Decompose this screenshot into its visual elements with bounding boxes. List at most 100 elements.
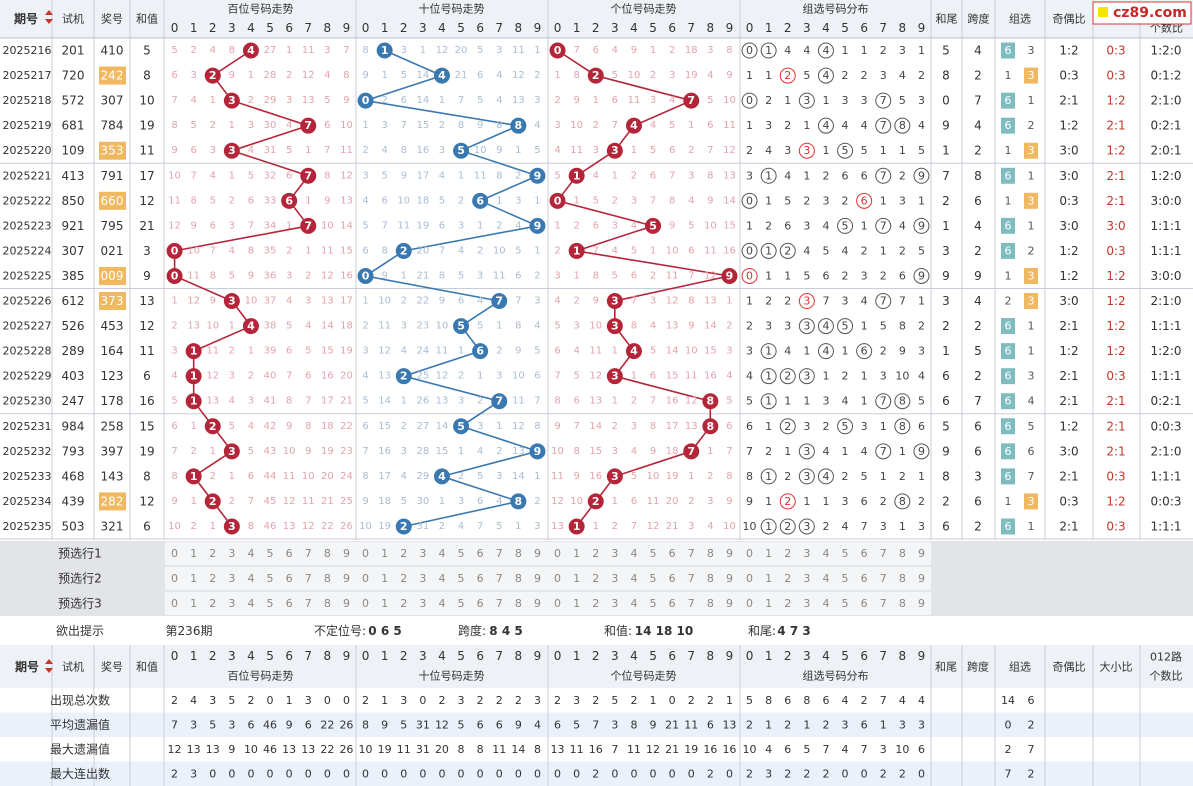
preselect-digit[interactable]: 5	[267, 547, 274, 560]
preselect-digit[interactable]: 7	[305, 547, 312, 560]
preselect-digit[interactable]: 7	[880, 597, 887, 610]
preselect-digit[interactable]: 8	[324, 597, 331, 610]
preselect-digit[interactable]: 6	[477, 547, 484, 560]
preselect-digit[interactable]: 3	[803, 572, 810, 585]
preselect-digit[interactable]: 8	[707, 597, 714, 610]
preselect-digit[interactable]: 8	[707, 572, 714, 585]
preselect-digit[interactable]: 9	[343, 572, 350, 585]
preselect-digit[interactable]: 1	[573, 597, 580, 610]
preselect-digit[interactable]: 0	[554, 597, 561, 610]
preselect-digit[interactable]: 2	[784, 572, 791, 585]
preselect-digit[interactable]: 1	[573, 547, 580, 560]
preselect-digit[interactable]: 6	[286, 572, 293, 585]
preselect-digit[interactable]: 6	[861, 597, 868, 610]
preselect-digit[interactable]: 5	[267, 572, 274, 585]
preselect-digit[interactable]: 3	[228, 597, 235, 610]
preselect-digit[interactable]: 6	[861, 572, 868, 585]
preselect-digit[interactable]: 7	[305, 572, 312, 585]
preselect-digit[interactable]: 6	[286, 547, 293, 560]
preselect-digit[interactable]: 5	[267, 597, 274, 610]
preselect-digit[interactable]: 5	[650, 597, 657, 610]
preselect-digit[interactable]: 5	[842, 597, 849, 610]
sort-down-icon[interactable]	[45, 19, 53, 24]
preselect-digit[interactable]: 7	[880, 572, 887, 585]
preselect-digit[interactable]: 8	[324, 572, 331, 585]
preselect-digit[interactable]: 8	[899, 547, 906, 560]
preselect-digit[interactable]: 1	[381, 572, 388, 585]
preselect-digit[interactable]: 5	[458, 572, 465, 585]
preselect-digit[interactable]: 7	[880, 547, 887, 560]
preselect-digit[interactable]: 8	[515, 547, 522, 560]
preselect-digit[interactable]: 4	[822, 547, 829, 560]
preselect-digit[interactable]: 5	[458, 547, 465, 560]
preselect-digit[interactable]: 0	[362, 597, 369, 610]
preselect-digit[interactable]: 3	[228, 572, 235, 585]
preselect-digit[interactable]: 6	[669, 597, 676, 610]
preselect-digit[interactable]: 0	[171, 572, 178, 585]
preselect-digit[interactable]: 6	[669, 572, 676, 585]
preselect-digit[interactable]: 9	[534, 547, 541, 560]
preselect-digit[interactable]: 1	[765, 572, 772, 585]
preselect-digit[interactable]: 9	[534, 597, 541, 610]
preselect-digit[interactable]: 1	[765, 547, 772, 560]
preselect-digit[interactable]: 5	[650, 547, 657, 560]
preselect-digit[interactable]: 5	[842, 572, 849, 585]
preselect-digit[interactable]: 7	[496, 572, 503, 585]
preselect-digit[interactable]: 2	[784, 547, 791, 560]
preselect-digit[interactable]: 2	[592, 547, 599, 560]
preselect-digit[interactable]: 0	[171, 547, 178, 560]
preselect-digit[interactable]: 3	[611, 572, 618, 585]
preselect-digit[interactable]: 1	[765, 597, 772, 610]
preselect-digit[interactable]: 5	[458, 597, 465, 610]
preselect-digit[interactable]: 8	[324, 547, 331, 560]
preselect-digit[interactable]: 1	[573, 572, 580, 585]
preselect-digit[interactable]: 2	[400, 597, 407, 610]
preselect-digit[interactable]: 4	[247, 572, 254, 585]
preselect-digit[interactable]: 0	[554, 572, 561, 585]
preselect-digit[interactable]: 7	[688, 547, 695, 560]
preselect-digit[interactable]: 7	[496, 547, 503, 560]
preselect-digit[interactable]: 3	[611, 547, 618, 560]
preselect-digit[interactable]: 3	[611, 597, 618, 610]
preselect-digit[interactable]: 7	[688, 597, 695, 610]
preselect-digit[interactable]: 1	[190, 547, 197, 560]
preselect-digit[interactable]: 3	[419, 547, 426, 560]
footer-sort-down-icon[interactable]	[45, 668, 53, 673]
preselect-digit[interactable]: 4	[247, 547, 254, 560]
preselect-digit[interactable]: 2	[209, 572, 216, 585]
preselect-digit[interactable]: 0	[171, 597, 178, 610]
preselect-digit[interactable]: 7	[496, 597, 503, 610]
preselect-digit[interactable]: 2	[784, 597, 791, 610]
preselect-digit[interactable]: 4	[630, 597, 637, 610]
preselect-digit[interactable]: 2	[592, 572, 599, 585]
preselect-digit[interactable]: 1	[190, 572, 197, 585]
preselect-digit[interactable]: 3	[419, 572, 426, 585]
preselect-digit[interactable]: 4	[822, 572, 829, 585]
preselect-digit[interactable]: 1	[381, 547, 388, 560]
preselect-digit[interactable]: 6	[669, 547, 676, 560]
preselect-digit[interactable]: 9	[726, 597, 733, 610]
preselect-digit[interactable]: 7	[305, 597, 312, 610]
preselect-digit[interactable]: 2	[209, 597, 216, 610]
footer-sort-up-icon[interactable]	[45, 659, 53, 664]
preselect-digit[interactable]: 8	[707, 547, 714, 560]
preselect-digit[interactable]: 1	[381, 597, 388, 610]
preselect-digit[interactable]: 0	[746, 547, 753, 560]
preselect-digit[interactable]: 5	[842, 547, 849, 560]
preselect-digit[interactable]: 7	[688, 572, 695, 585]
preselect-digit[interactable]: 4	[630, 572, 637, 585]
preselect-digit[interactable]: 1	[190, 597, 197, 610]
preselect-digit[interactable]: 4	[438, 572, 445, 585]
preselect-digit[interactable]: 0	[362, 572, 369, 585]
header-period[interactable]: 期号	[14, 11, 38, 26]
preselect-digit[interactable]: 8	[515, 597, 522, 610]
preselect-digit[interactable]: 2	[209, 547, 216, 560]
preselect-digit[interactable]: 4	[247, 597, 254, 610]
preselect-digit[interactable]: 2	[400, 572, 407, 585]
preselect-digit[interactable]: 8	[899, 597, 906, 610]
preselect-digit[interactable]: 0	[362, 547, 369, 560]
preselect-digit[interactable]: 3	[803, 597, 810, 610]
preselect-digit[interactable]: 9	[534, 572, 541, 585]
preselect-digit[interactable]: 0	[554, 547, 561, 560]
preselect-digit[interactable]: 9	[726, 547, 733, 560]
